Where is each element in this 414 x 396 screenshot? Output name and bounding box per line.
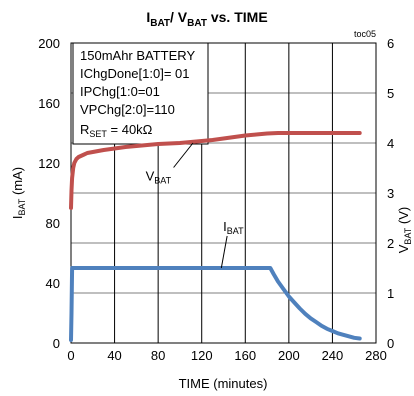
y-tick-label-right: 3 xyxy=(387,186,394,201)
x-tick-label: 280 xyxy=(365,348,387,363)
x-tick-label: 160 xyxy=(234,348,256,363)
y-tick-label-right: 2 xyxy=(387,236,394,251)
y-axis-label-right: VBAT (V) xyxy=(396,207,413,253)
y-tick-label-left: 0 xyxy=(53,336,60,351)
vbat-series-line xyxy=(69,131,362,210)
ibat-label-arrow xyxy=(220,235,228,269)
chart-tag: toc05 xyxy=(354,29,376,39)
annotation-line-1: 150mAhr BATTERY xyxy=(80,48,195,63)
x-tick-label: 240 xyxy=(322,348,344,363)
y-tick-label-right: 1 xyxy=(387,286,394,301)
annotation-line-2: IChgDone[1:0]= 01 xyxy=(80,66,190,81)
y-tick-label-left: 200 xyxy=(38,36,60,51)
x-tick-label: 0 xyxy=(67,348,74,363)
y-tick-label-left: 80 xyxy=(46,216,60,231)
y-tick-label-right: 0 xyxy=(387,336,394,351)
x-tick-label: 80 xyxy=(151,348,165,363)
chart-title: IBAT/ VBAT vs. TIME xyxy=(146,9,267,29)
annotation-box xyxy=(72,42,209,145)
y-tick-label-left: 160 xyxy=(38,96,60,111)
annotation-line-4: VPChg[2:0]=110 xyxy=(80,102,175,117)
series-group xyxy=(69,131,362,342)
tick-labels: 0 40 80 120 160 200 240 28001234560408012016020… xyxy=(38,36,394,363)
y-tick-label-left: 120 xyxy=(38,156,60,171)
ibat-series-label: IBAT xyxy=(223,219,244,236)
y-tick-label-right: 6 xyxy=(387,36,394,51)
annotation-line-3: IPChg[1:0=01 xyxy=(80,84,160,99)
y-tick-label-right: 5 xyxy=(387,86,394,101)
y-tick-label-left: 40 xyxy=(46,276,60,291)
x-axis-label: TIME (minutes) xyxy=(179,376,268,391)
ibat-series-line xyxy=(69,266,362,342)
y-tick-label-right: 4 xyxy=(387,136,394,151)
x-tick-label: 120 xyxy=(191,348,213,363)
vbat-series-label: VBAT xyxy=(146,169,172,186)
annotation-rset: RSET = 40kΩ xyxy=(80,122,153,139)
y-axis-label-left: IBAT (mA) xyxy=(10,167,27,219)
x-tick-label: 200 xyxy=(278,348,300,363)
x-tick-label: 40 xyxy=(107,348,121,363)
vbat-label-arrow xyxy=(173,142,194,168)
